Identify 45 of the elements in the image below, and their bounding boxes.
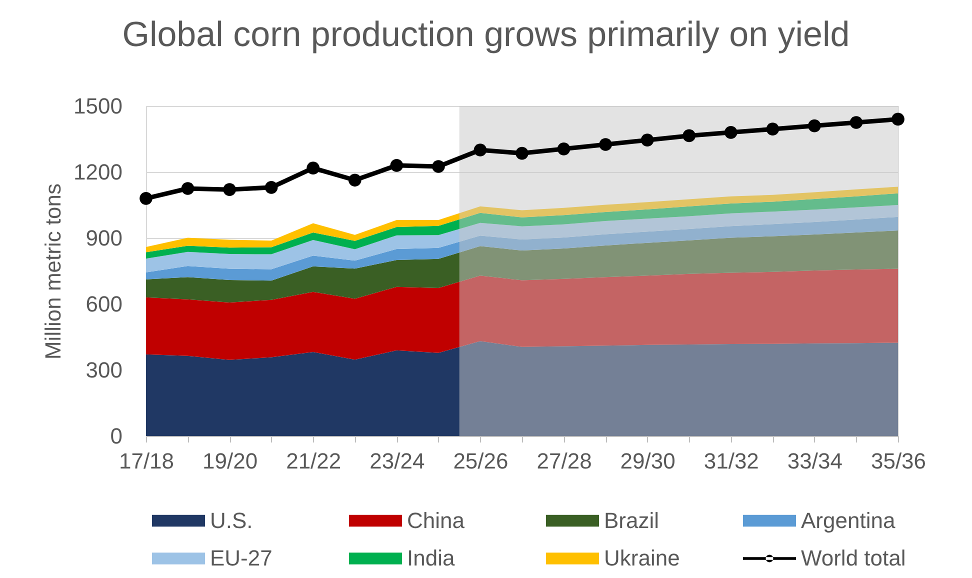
y-tick-label: 300 bbox=[86, 358, 122, 382]
point bbox=[682, 129, 696, 142]
legend-label: Brazil bbox=[604, 508, 660, 533]
point bbox=[390, 158, 404, 172]
x-tick-label: 27/28 bbox=[536, 448, 592, 474]
point bbox=[474, 144, 487, 156]
chart-title: Global corn production grows primarily on yield bbox=[122, 15, 850, 54]
point bbox=[223, 183, 236, 196]
point bbox=[599, 138, 612, 151]
y-tick-label: 0 bbox=[110, 424, 122, 448]
x-tick-label: 35/36 bbox=[870, 448, 926, 474]
point bbox=[557, 142, 570, 156]
y-tick-label: 1500 bbox=[74, 94, 122, 118]
y-tick-label: 600 bbox=[86, 292, 122, 316]
point bbox=[306, 162, 320, 174]
legend-label: EU-27 bbox=[210, 546, 272, 570]
point bbox=[640, 134, 654, 147]
point bbox=[181, 182, 194, 195]
legend-label: World total bbox=[801, 546, 906, 570]
point bbox=[724, 126, 738, 139]
legend-label: Ukraine bbox=[604, 546, 680, 570]
x-tick-label: 33/34 bbox=[787, 448, 842, 474]
legend-label: U.S. bbox=[210, 508, 253, 533]
x-tick-label: 31/32 bbox=[704, 448, 759, 474]
x-tick-label: 17/18 bbox=[118, 448, 174, 474]
point bbox=[808, 119, 821, 132]
point bbox=[432, 160, 445, 173]
x-tick-label: 23/24 bbox=[370, 448, 425, 474]
point bbox=[348, 174, 362, 187]
point bbox=[892, 112, 904, 126]
point bbox=[140, 192, 152, 205]
y-tick-label: 1200 bbox=[74, 160, 122, 184]
x-tick-label: 29/30 bbox=[620, 448, 676, 474]
legend-label: China bbox=[407, 508, 466, 533]
point bbox=[766, 122, 780, 136]
x-tick-label: 21/22 bbox=[286, 448, 342, 474]
point bbox=[516, 146, 528, 160]
y-axis-title: Million metric tons bbox=[40, 183, 66, 360]
x-tick-label: 19/20 bbox=[202, 448, 258, 474]
legend-label: India bbox=[407, 546, 456, 570]
legend-label: Argentina bbox=[801, 508, 896, 533]
point bbox=[264, 180, 278, 194]
x-tick-label: 25/26 bbox=[453, 448, 508, 474]
point bbox=[850, 116, 863, 129]
y-tick-label: 900 bbox=[86, 226, 122, 250]
